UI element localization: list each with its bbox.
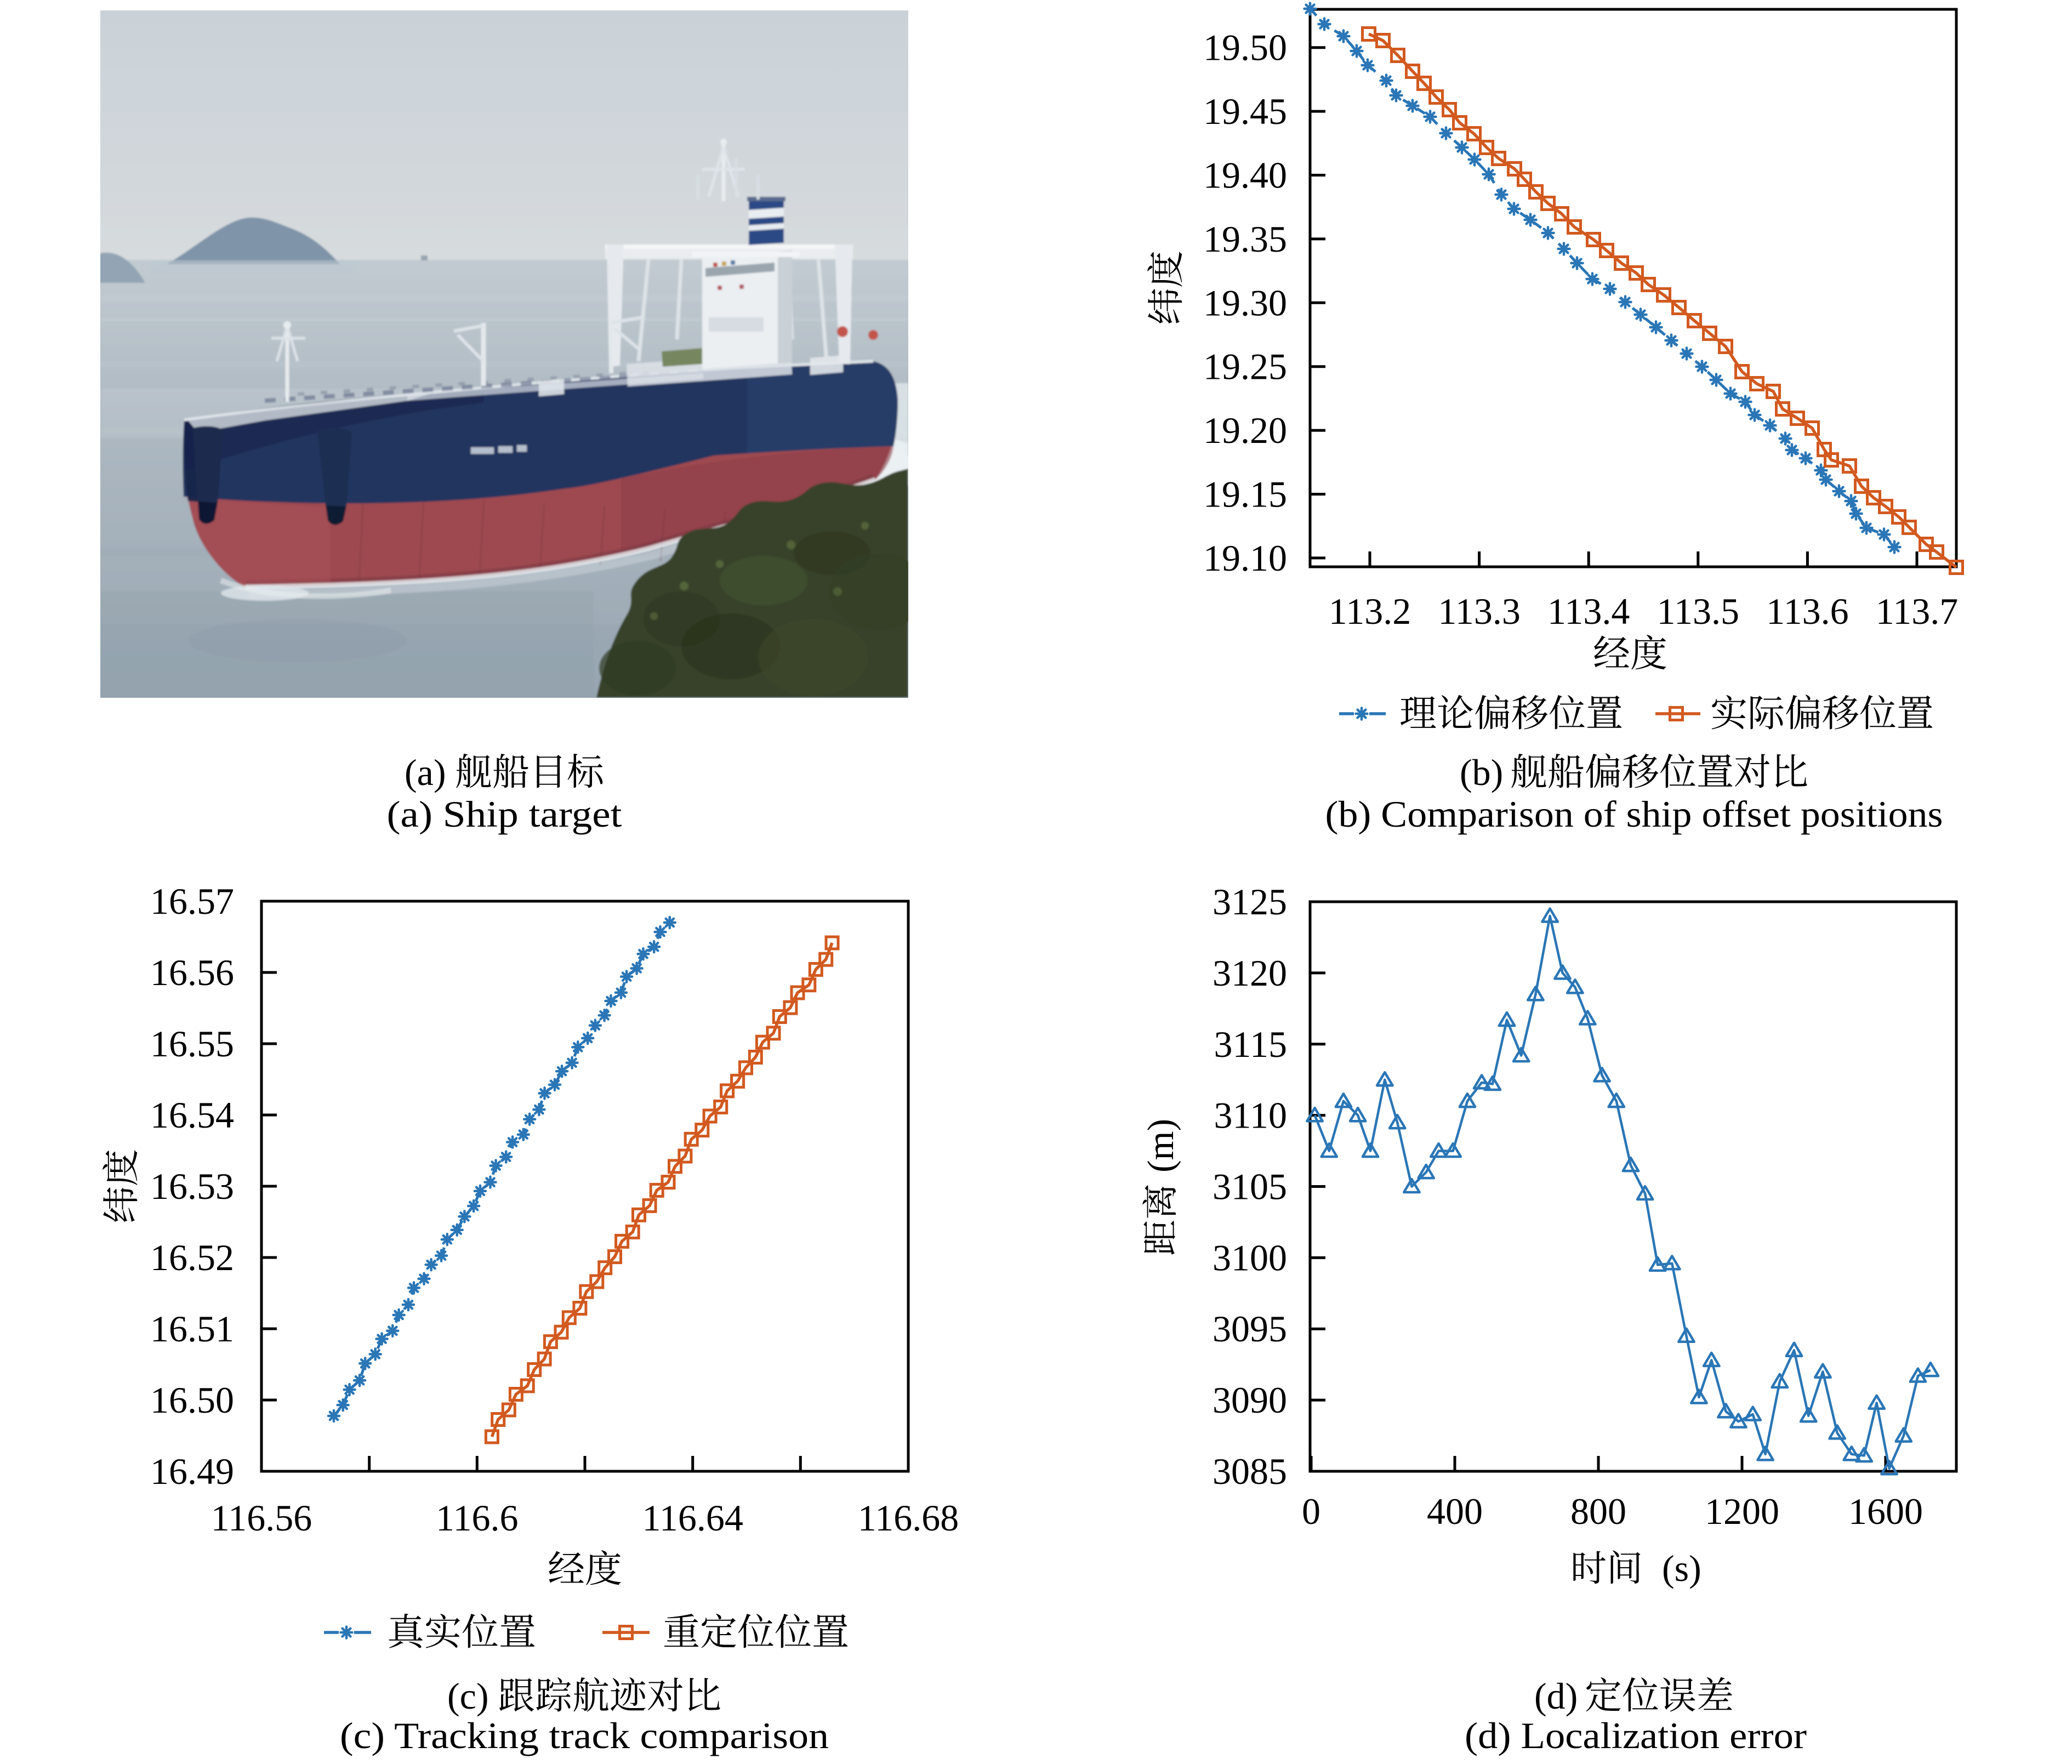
svg-text:3110: 3110 [1214,1095,1287,1136]
svg-text:16.51: 16.51 [150,1308,234,1350]
svg-text:0: 0 [1302,1490,1320,1532]
svg-text:116.68: 116.68 [858,1497,959,1539]
svg-text:3100: 3100 [1213,1237,1287,1278]
svg-text:19.30: 19.30 [1203,282,1287,323]
svg-text:3090: 3090 [1213,1379,1287,1421]
svg-text:19.15: 19.15 [1203,474,1287,515]
svg-text:1600: 1600 [1848,1490,1923,1532]
svg-text:19.45: 19.45 [1203,90,1287,132]
svg-text:16.53: 16.53 [150,1165,234,1207]
svg-text:113.6: 113.6 [1766,590,1848,632]
svg-text:3095: 3095 [1213,1308,1287,1350]
svg-text:16.50: 16.50 [150,1379,234,1421]
svg-text:113.3: 113.3 [1438,590,1520,632]
svg-text:16.57: 16.57 [150,880,234,922]
svg-text:16.56: 16.56 [150,952,234,993]
svg-text:(a) Ship target: (a) Ship target [387,793,622,835]
svg-text:16.52: 16.52 [150,1237,234,1278]
svg-text:113.2: 113.2 [1329,590,1411,632]
svg-text:400: 400 [1427,1490,1483,1532]
svg-text:16.49: 16.49 [150,1450,234,1492]
svg-text:3115: 3115 [1214,1023,1287,1065]
svg-text:3105: 3105 [1213,1166,1287,1208]
svg-text:3085: 3085 [1213,1450,1287,1492]
svg-text:(d) Localization error: (d) Localization error [1465,1715,1807,1756]
svg-text:1200: 1200 [1705,1490,1779,1532]
svg-text:(d): (d) [1534,1675,1587,1717]
svg-text:3125: 3125 [1213,881,1287,923]
svg-text:(b) Comparison of ship offset: (b) Comparison of ship offset positions [1325,793,1943,835]
svg-text:113.7: 113.7 [1876,590,1958,632]
svg-text:16.54: 16.54 [150,1094,234,1136]
svg-text:19.10: 19.10 [1203,537,1287,579]
svg-text:(s): (s) [1662,1547,1701,1589]
svg-text:(m): (m) [1140,1119,1181,1173]
svg-text:116.64: 116.64 [642,1497,743,1539]
svg-text:(b): (b) [1460,752,1512,793]
svg-text:19.35: 19.35 [1203,218,1287,260]
svg-text:19.20: 19.20 [1203,409,1287,451]
svg-text:19.40: 19.40 [1203,155,1287,196]
svg-text:113.5: 113.5 [1657,590,1739,632]
svg-text:3120: 3120 [1213,952,1287,994]
svg-text:800: 800 [1570,1490,1626,1532]
svg-text:(c) Tracking track comparison: (c) Tracking track comparison [340,1715,829,1756]
svg-text:116.56: 116.56 [211,1497,312,1539]
svg-text:116.6: 116.6 [436,1497,518,1539]
svg-text:(a): (a) [405,752,455,793]
svg-text:113.4: 113.4 [1547,590,1630,632]
svg-text:19.25: 19.25 [1203,346,1287,388]
svg-text:(c): (c) [447,1675,498,1717]
svg-text:16.55: 16.55 [150,1023,234,1065]
svg-text:19.50: 19.50 [1203,27,1287,69]
